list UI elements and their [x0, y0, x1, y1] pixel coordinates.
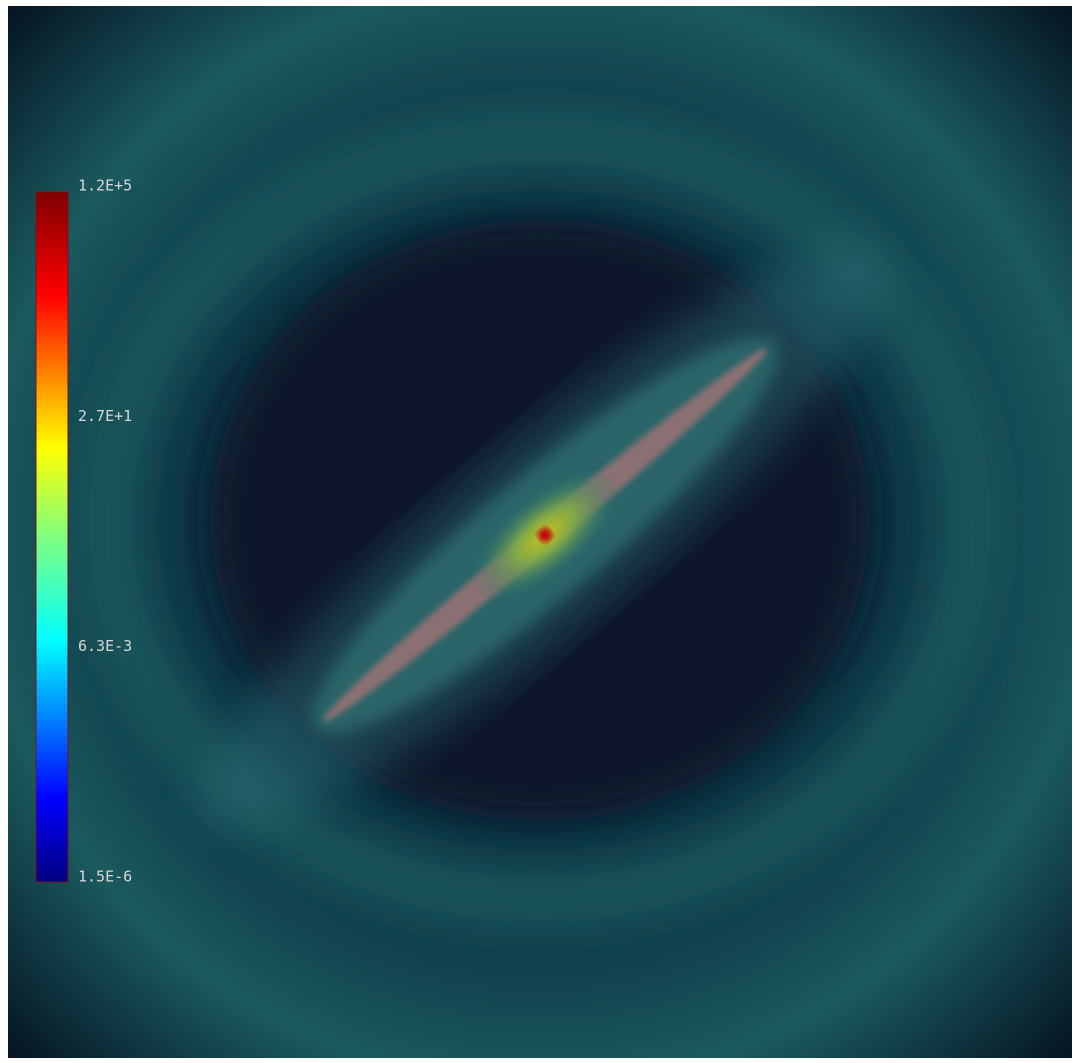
colorbar-label: 6.3E-3 — [78, 637, 132, 655]
page: 1.2E+52.7E+16.3E-31.5E-6 (() => { const … — [0, 0, 1075, 1063]
render-view: 1.2E+5 2.7E+1 6.3E-3 1.5E-6 — [0, 0, 1075, 1063]
colorbar — [36, 192, 68, 882]
colorbar-label: 2.7E+1 — [78, 407, 132, 425]
colorbar-label: 1.5E-6 — [78, 868, 132, 886]
colorbar-label: 1.2E+5 — [78, 177, 132, 195]
